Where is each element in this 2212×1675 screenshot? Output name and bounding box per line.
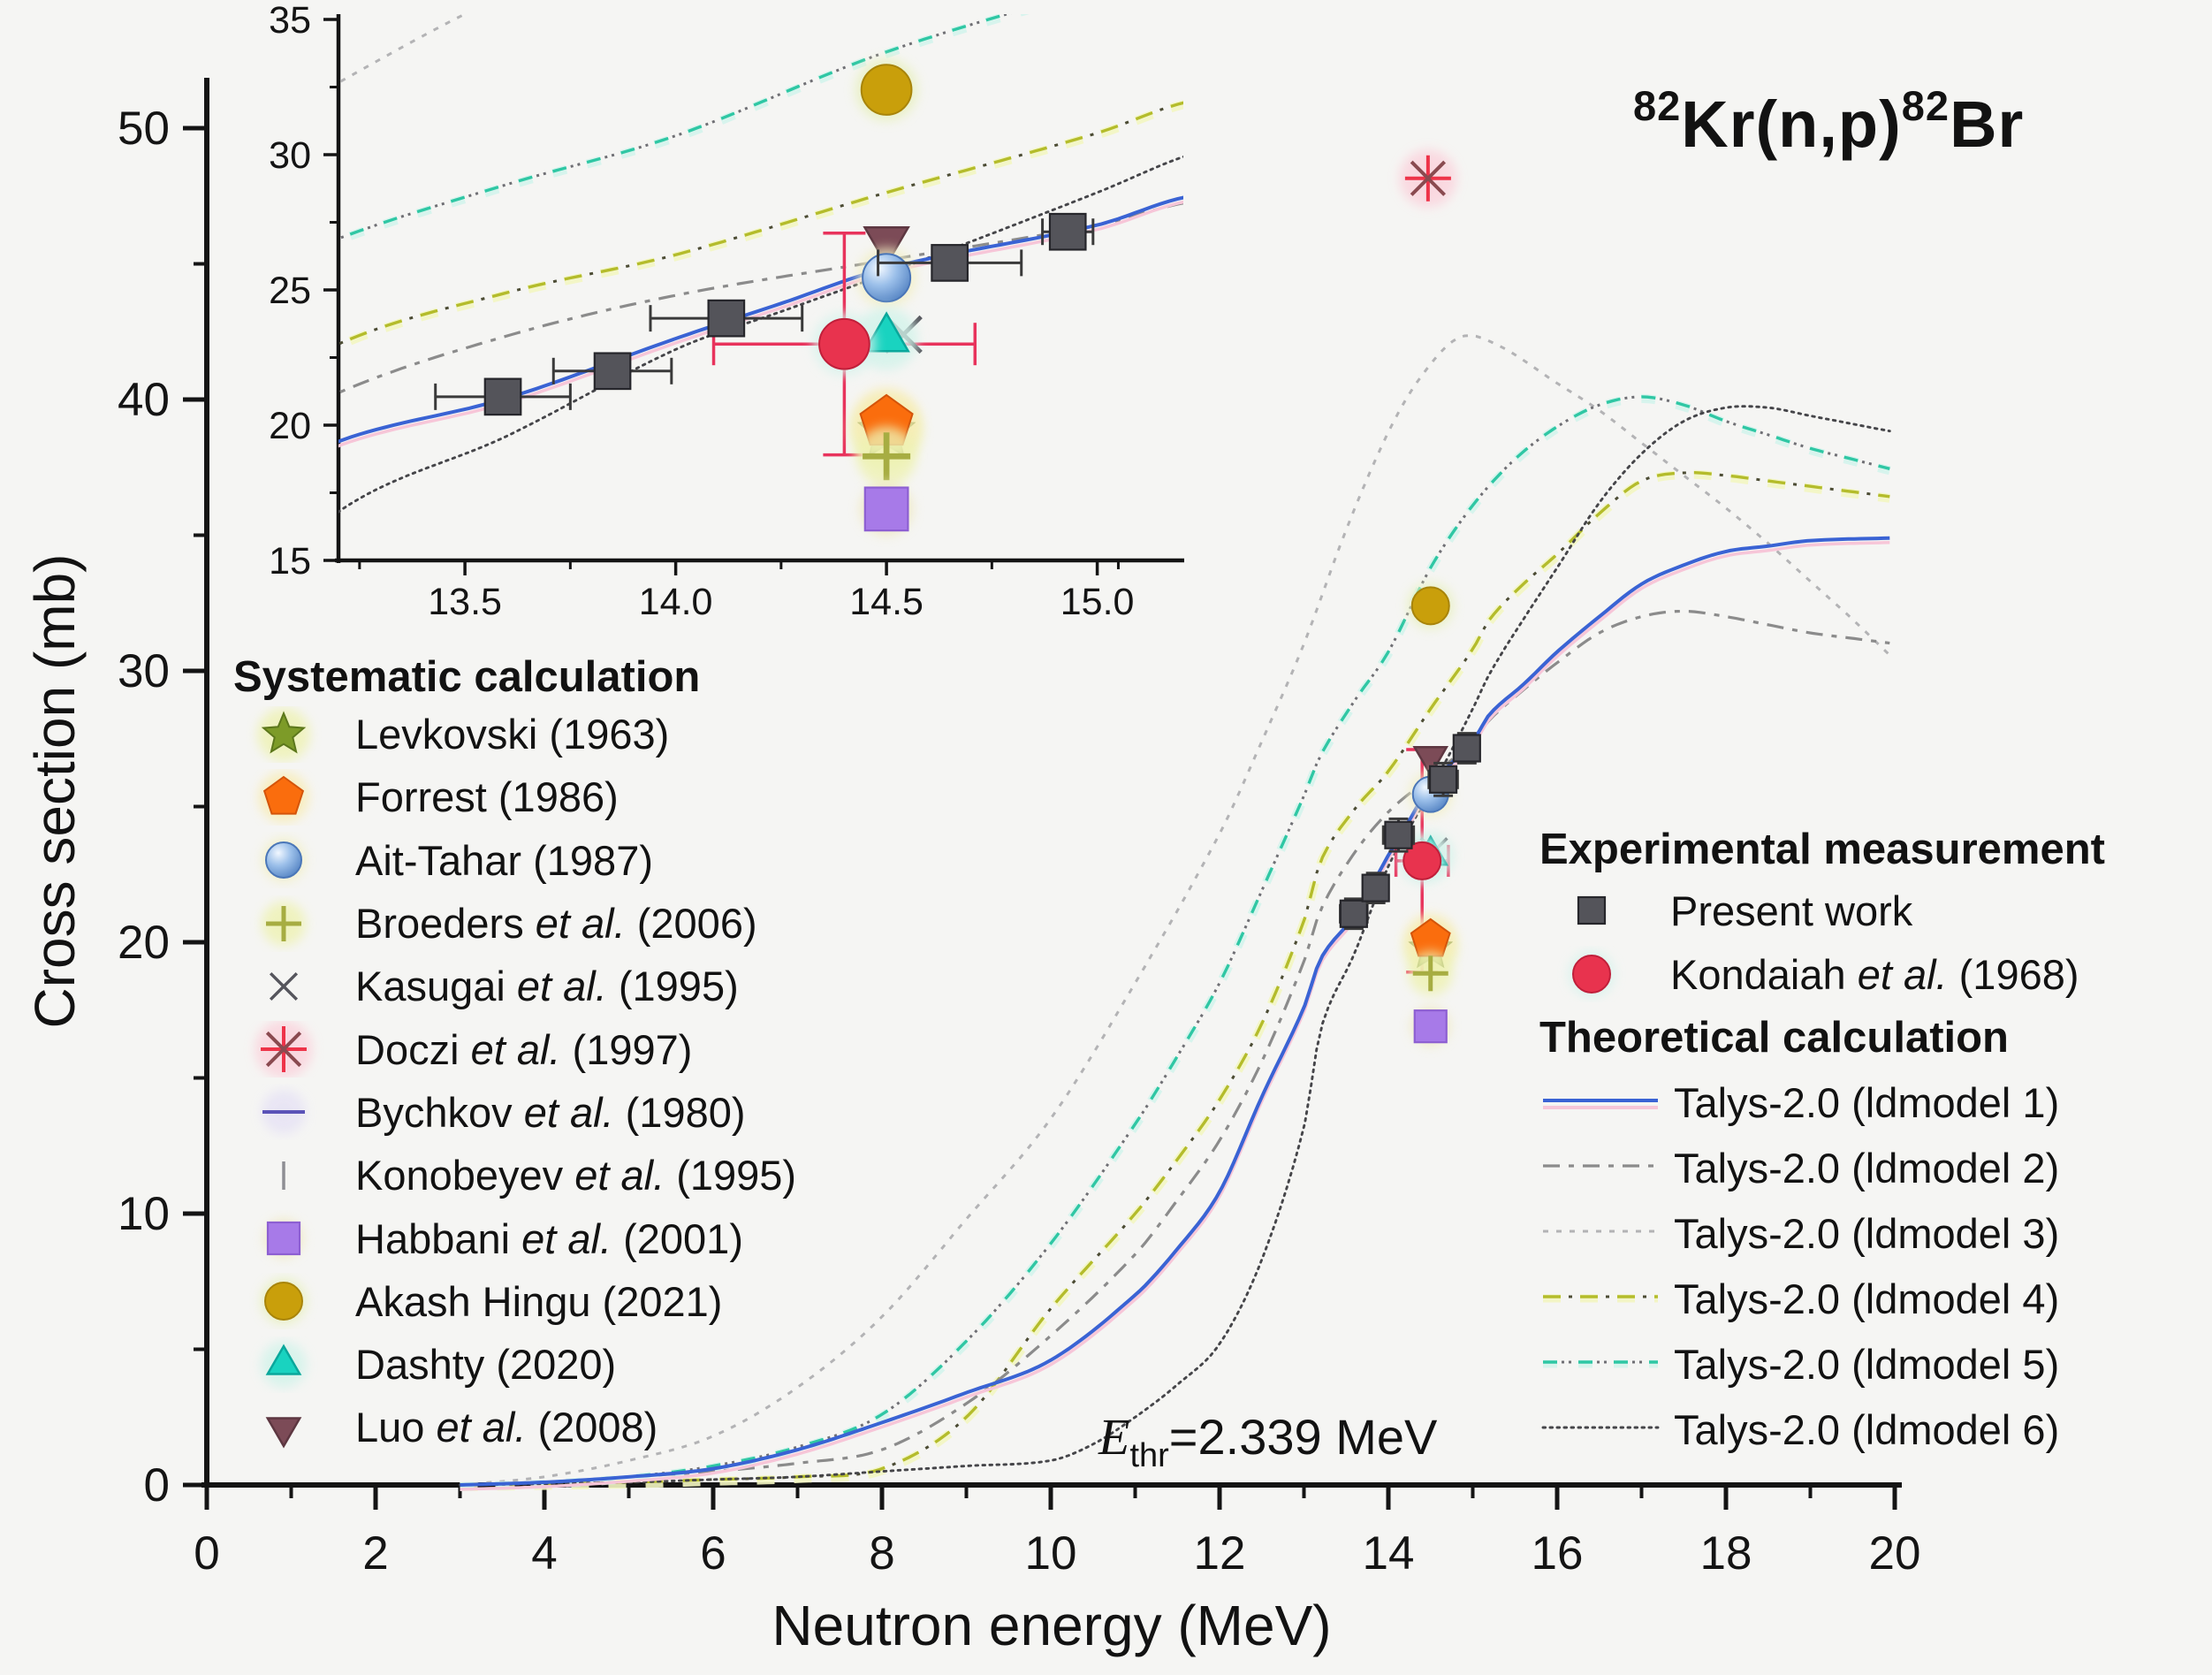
dash-dot-line-icon [1543,1294,1658,1303]
legend-right: Experimental measurement Present work Ko… [1539,820,2105,1462]
legend-item-ldmodel1: Talys-2.0 (ldmodel 1) [1539,1070,2105,1135]
dotted-line-icon [1541,1426,1660,1429]
legend-systematic: Systematic calculation Levkovski (1963) … [233,651,796,1459]
svg-text:2: 2 [362,1527,388,1580]
legend-item-broeders: Broeders et al. (2006) [233,892,796,955]
svg-text:15.0: 15.0 [1060,581,1135,623]
sphere-icon [262,838,306,883]
svg-text:14: 14 [1363,1527,1415,1580]
svg-text:20: 20 [118,917,170,969]
legend-item-luo: Luo et al. (2008) [233,1396,796,1458]
svg-text:13.5: 13.5 [428,581,502,623]
legend-experimental-header: Experimental measurement [1539,826,2105,873]
svg-text:4: 4 [531,1527,557,1580]
svg-text:10: 10 [118,1188,170,1240]
svg-text:6: 6 [700,1527,726,1580]
svg-text:0: 0 [144,1459,170,1511]
dash-dot-line-icon [1543,1164,1658,1168]
svg-text:25: 25 [269,270,311,312]
legend-theoretical-header: Theoretical calculation [1539,1014,2009,1062]
dash-dot-dot-line-icon [1543,1359,1658,1368]
svg-text:40: 40 [118,374,170,426]
triangle-down-icon [265,1417,302,1449]
svg-text:35: 35 [269,0,311,42]
svg-text:30: 30 [269,134,311,177]
svg-text:15: 15 [269,540,311,582]
x-axis-title: Neutron energy (MeV) [772,1594,1332,1657]
solid-line-icon [1543,1099,1658,1109]
legend-item-dashty: Dashty (2020) [233,1333,796,1396]
legend-item-ldmodel3: Talys-2.0 (ldmodel 3) [1539,1200,2105,1266]
legend-item-kondaiah: Kondaiah et al. (1968) [1539,942,2105,1006]
svg-text:20: 20 [269,405,311,447]
pentagon-icon [258,772,309,823]
legend-item-akash: Akash Hingu (2021) [233,1270,796,1333]
gray-square-icon [1577,895,1607,925]
x-cross-icon [269,971,299,1001]
svg-text:0: 0 [194,1527,219,1580]
legend-item-ldmodel4: Talys-2.0 (ldmodel 4) [1539,1266,2105,1331]
svg-text:18: 18 [1700,1527,1752,1580]
chart-title: 82Kr(n,p)82Br [1633,82,2025,161]
svg-text:14.0: 14.0 [639,581,713,623]
legend-item-doczi: Doczi et al. (1997) [233,1017,796,1080]
title-superscript: 82 [1633,82,1682,129]
purple-square-icon [263,1218,304,1259]
svg-text:8: 8 [869,1527,894,1580]
plus-icon [262,901,306,946]
circle-icon [260,1278,308,1325]
legend-item-present-work: Present work [1539,879,2105,942]
legend-item-habbani: Habbani et al. (2001) [233,1207,796,1269]
y-axis-title: Cross section (mb) [23,553,87,1029]
svg-text:10: 10 [1025,1527,1077,1580]
svg-text:30: 30 [118,645,170,697]
legend-item-ldmodel2: Talys-2.0 (ldmodel 2) [1539,1135,2105,1200]
red-circle-icon [1568,950,1615,998]
svg-text:16: 16 [1532,1527,1584,1580]
legend-item-forrest: Forrest (1986) [233,765,796,828]
svg-text:20: 20 [1869,1527,1921,1580]
legend-item-kasugai: Kasugai et al. (1995) [233,955,796,1017]
legend-item-levkovski: Levkovski (1963) [233,703,796,765]
svg-text:14.5: 14.5 [849,581,924,623]
legend-item-ait-tahar: Ait-Tahar (1987) [233,829,796,892]
svg-text:12: 12 [1194,1527,1246,1580]
legend-item-konobeyev: Konobeyev et al. (1995) [233,1144,796,1207]
star-icon [257,707,310,761]
asterisk-icon [255,1021,313,1078]
legend-item-ldmodel6: Talys-2.0 (ldmodel 6) [1539,1397,2105,1462]
legend-item-bychkov: Bychkov et al. (1980) [233,1081,796,1144]
short-dash-line-icon [1543,1230,1658,1233]
threshold-annotation: Ethr=2.339 MeV [1098,1408,1438,1474]
legend-systematic-header: Systematic calculation [233,653,701,701]
svg-text:50: 50 [118,103,170,155]
line-segment-icon [262,1090,306,1135]
vertical-bar-icon [282,1161,285,1190]
title-superscript: 82 [1901,82,1950,129]
legend-item-ldmodel5: Talys-2.0 (ldmodel 5) [1539,1331,2105,1397]
triangle-up-icon [260,1341,308,1388]
